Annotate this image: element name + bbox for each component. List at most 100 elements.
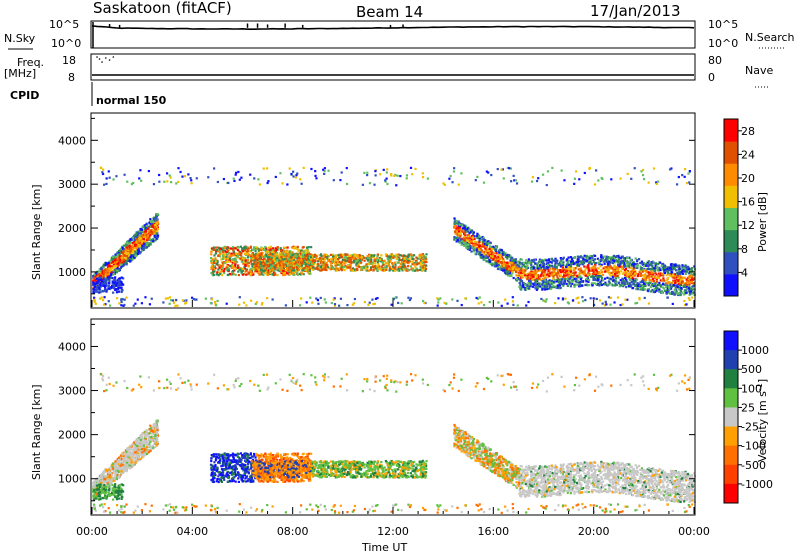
power-cell: [342, 261, 345, 264]
power-cell: [619, 279, 622, 282]
power-cell: [285, 269, 288, 272]
power-cell: [215, 250, 218, 253]
power-cell: [617, 276, 620, 279]
power-cell: [410, 257, 413, 260]
power-cell: [135, 247, 139, 250]
power-cell: [211, 247, 214, 250]
power-cell: [472, 233, 475, 236]
power-cell: [325, 268, 329, 272]
power-cell: [380, 254, 383, 257]
nsky-spikes: [92, 22, 404, 48]
power-cell: [293, 269, 296, 272]
power-cell: [612, 270, 615, 274]
power-cell: [143, 247, 146, 250]
power-cell: [577, 255, 580, 258]
power-cell: [562, 261, 565, 264]
power-cell: [454, 227, 457, 230]
power-cell: [476, 250, 479, 253]
power-cell: [354, 254, 357, 257]
power-cell: [331, 253, 335, 256]
power-cell: [620, 255, 623, 258]
power-cell: [259, 269, 262, 272]
power-cell: [115, 291, 119, 294]
power-cell: [308, 270, 311, 274]
power-cell: [234, 258, 237, 262]
power-cell: [114, 270, 117, 274]
power-cell: [545, 286, 548, 289]
power-cell: [669, 263, 673, 266]
nave-dot: [112, 56, 115, 58]
power-cell: [210, 253, 213, 256]
power-cell: [402, 268, 405, 271]
power-cell: [282, 260, 285, 263]
power-cell: [111, 258, 114, 261]
power-cell: [573, 285, 576, 288]
power-cell: [402, 263, 405, 266]
power-cell: [257, 249, 260, 252]
power-cell: [269, 256, 272, 259]
power-cell: [140, 227, 143, 231]
power-cell: [381, 260, 384, 263]
power-cell: [630, 269, 633, 272]
power-cell: [114, 253, 117, 256]
power-cell: [246, 252, 249, 255]
power-cell: [553, 263, 557, 267]
power-cell: [240, 257, 243, 260]
power-cell: [685, 269, 688, 272]
power-cell: [113, 278, 117, 281]
power-cell: [210, 259, 213, 263]
power-cell: [625, 286, 628, 289]
power-cell: [152, 218, 156, 221]
power-cell: [104, 262, 107, 265]
power-cell: [148, 236, 151, 239]
power-cell: [395, 257, 399, 260]
power-cell: [462, 242, 466, 245]
power-cell: [214, 260, 218, 263]
power-cell: [99, 282, 103, 285]
power-cell: [284, 273, 287, 277]
power-cell: [599, 265, 602, 268]
power-cell: [593, 254, 597, 258]
power-cell: [244, 252, 248, 255]
power-cell: [232, 266, 235, 269]
power-cell: [129, 255, 132, 259]
power-cell: [551, 286, 554, 289]
power-cell: [223, 254, 226, 257]
power-cell: [348, 257, 351, 260]
power-cell: [296, 261, 300, 264]
power-cell: [635, 263, 638, 266]
power-cell: [272, 271, 275, 274]
power-cell: [286, 246, 289, 249]
power-cell: [225, 268, 228, 271]
power-cell: [296, 245, 299, 248]
power-cell: [685, 288, 689, 291]
power-cell: [98, 278, 102, 282]
power-cell: [155, 237, 158, 241]
power-cell: [400, 261, 403, 264]
power-cell: [300, 272, 304, 275]
power-cell: [628, 282, 631, 285]
power-cell: [108, 280, 111, 283]
power-cell: [399, 254, 402, 257]
power-cell: [278, 264, 282, 267]
power-cell: [534, 262, 537, 265]
power-cell: [156, 220, 159, 223]
power-cell: [677, 293, 680, 297]
power-cell: [145, 224, 148, 228]
power-cell: [486, 240, 489, 243]
power-cell: [286, 265, 289, 268]
power-cell: [331, 255, 335, 258]
power-cell: [293, 246, 297, 249]
power-cell: [232, 249, 235, 252]
power-cell: [267, 269, 270, 272]
power-cell: [592, 261, 595, 264]
power-cell: [425, 253, 428, 256]
power-cell: [120, 262, 123, 265]
power-cell: [284, 246, 287, 249]
power-cell: [671, 276, 674, 279]
power-cell: [263, 248, 266, 251]
power-cell: [650, 275, 653, 278]
power-cell: [300, 267, 303, 270]
power-cell: [354, 257, 357, 260]
power-cell: [334, 264, 337, 267]
